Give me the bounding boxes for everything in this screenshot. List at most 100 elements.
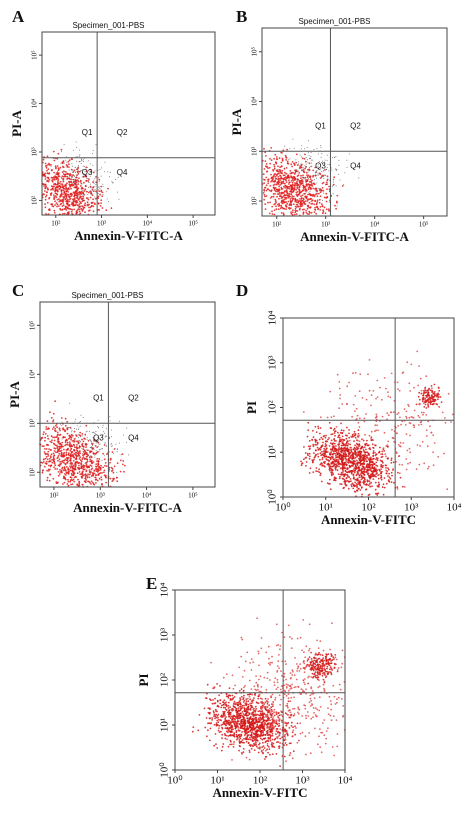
event-dot [316,201,319,203]
event-dot [344,172,346,174]
event-dot [87,180,89,182]
event-dot [322,189,325,192]
event-dot [76,168,77,170]
event-dot [222,704,225,706]
event-dot [213,744,216,747]
event-dot [298,180,301,182]
event-dot [346,426,348,429]
event-dot [346,166,348,168]
event-dot [79,421,81,422]
event-dot [79,450,81,453]
event-dot [94,456,96,458]
event-dot [97,202,100,205]
event-dot [293,147,295,149]
event-dot [83,453,86,456]
event-dot [378,451,380,454]
event-dot [264,208,267,211]
event-dot [103,455,105,457]
event-dot [345,460,347,462]
event-dot [88,476,91,479]
event-dot [324,445,327,448]
event-dot [385,467,387,469]
event-dot [71,176,73,177]
event-dot [114,448,116,450]
event-dot [220,719,223,722]
event-dot [370,436,373,438]
event-dot [293,187,296,189]
event-dot [338,434,341,437]
event-dot [83,190,86,192]
event-dot [102,448,104,450]
event-dot [307,162,309,164]
event-dot [277,180,280,182]
event-dot [307,168,309,171]
event-dot [289,170,292,172]
event-dot [382,464,384,467]
event-dot [56,189,59,191]
event-dot [429,425,431,428]
event-dot [397,444,400,446]
event-dot [274,168,276,170]
event-dot [330,433,333,436]
event-dot [257,747,259,749]
event-dot [281,169,284,172]
event-dot [433,392,436,395]
event-dot [348,432,350,435]
event-dot [122,460,125,462]
event-dot [280,719,283,722]
event-dot [438,406,440,408]
event-dot [88,469,91,471]
event-dot [305,461,308,463]
event-dot [46,458,49,461]
event-dot [281,202,284,205]
event-dot [341,449,344,452]
event-dot [247,703,250,706]
event-dot [370,481,373,484]
event-dot [98,449,100,451]
event-dot [275,175,278,177]
event-dot [284,171,286,174]
event-dot [230,708,233,710]
event-dot [353,460,356,462]
event-dot [62,160,65,163]
event-dot [93,470,96,472]
event-dot [78,166,80,168]
event-dot [79,459,82,462]
event-dot [425,414,428,416]
event-dot [358,417,361,420]
event-dot [403,408,406,410]
event-dot [373,463,376,465]
event-dot [264,733,267,736]
event-dot [308,448,311,450]
event-dot [77,434,79,436]
event-dot [284,204,287,207]
event-dot [105,209,108,212]
event-dot [343,450,346,453]
event-dot [77,180,79,181]
event-dot [409,434,411,437]
event-dot [353,430,356,433]
event-dot [322,210,325,213]
event-dot [243,699,246,702]
event-dot [340,447,343,450]
event-dot [281,207,284,209]
event-dot [225,701,227,704]
y-tick-label: 10² [31,196,39,205]
event-dot [332,193,334,195]
x-tick-label: 10³ [96,492,105,500]
event-dot [217,729,220,732]
event-dot [227,707,230,709]
event-dot [80,465,83,468]
event-dot [266,744,269,747]
event-dot [65,197,68,200]
event-dot [246,736,249,739]
event-dot [66,443,69,446]
event-dot [44,187,46,189]
event-dot [370,438,373,440]
event-dot [54,400,56,403]
event-dot [409,422,412,425]
event-dot [316,206,318,208]
event-dot [280,188,283,191]
event-dot [374,488,377,491]
event-dot [335,426,338,428]
